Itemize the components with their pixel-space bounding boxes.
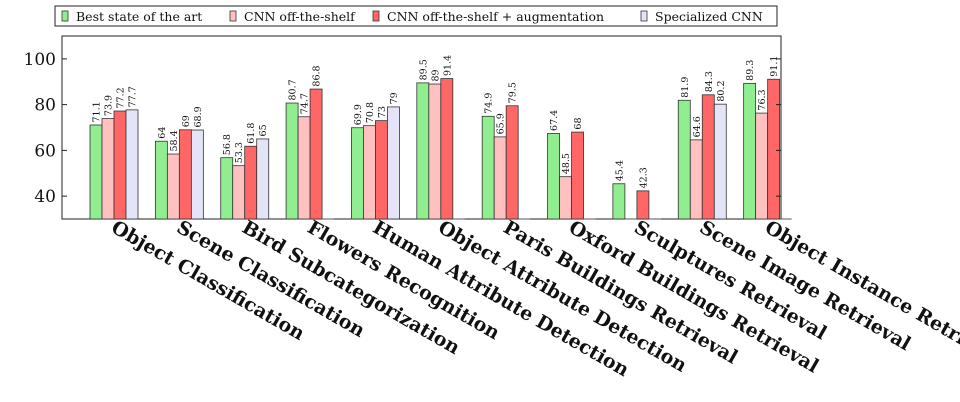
bar [689, 139, 703, 220]
bar [416, 82, 430, 220]
legend-swatch [229, 10, 237, 22]
data-label: 73 [377, 106, 388, 118]
bar [244, 145, 258, 220]
bar [505, 105, 519, 220]
bar [220, 157, 234, 220]
data-label: 80.7 [288, 79, 299, 100]
data-label: 73.9 [104, 95, 115, 116]
data-label: 80.2 [716, 81, 727, 102]
data-label: 56.8 [222, 134, 233, 155]
data-label: 91.4 [442, 55, 453, 76]
data-label: 67.4 [549, 110, 560, 131]
bar [440, 78, 454, 220]
bar [767, 78, 781, 220]
data-label: 79 [389, 92, 400, 104]
bar [166, 153, 180, 220]
legend-label: CNN off-the-shelf + augmentation [387, 9, 604, 24]
bar [559, 176, 572, 220]
data-label: 71.1 [92, 101, 103, 122]
legend-label: Best state of the art [76, 9, 202, 24]
bar [701, 94, 715, 220]
data-label: 61.8 [246, 123, 257, 144]
bar [612, 183, 626, 220]
data-label: 89.3 [745, 60, 756, 81]
data-label: 79.5 [508, 82, 519, 103]
bar [547, 133, 560, 220]
data-label: 86.8 [312, 65, 323, 86]
data-label: 69 [181, 115, 192, 127]
data-label: 42.3 [638, 167, 649, 188]
data-label: 64.6 [692, 116, 703, 137]
data-label: 77.2 [116, 87, 127, 108]
data-label: 91.1 [769, 56, 780, 77]
legend-swatch [372, 10, 380, 22]
legend: Best state of the art CNN off-the-shelf CN… [54, 5, 778, 27]
bar [755, 112, 769, 220]
data-label: 53.3 [234, 142, 245, 163]
legend-swatch [640, 10, 648, 22]
bar [256, 138, 270, 220]
data-label: 77.7 [128, 86, 139, 107]
data-label: 65 [258, 124, 269, 136]
data-label: 81.9 [680, 77, 691, 98]
bar [743, 82, 757, 220]
data-label: 48.5 [561, 153, 572, 174]
data-label: 58.4 [169, 130, 180, 151]
bar [713, 103, 727, 220]
bar [387, 106, 400, 220]
bar [481, 115, 495, 220]
bar [89, 124, 103, 220]
y-tick-label: 40 [34, 187, 56, 207]
y-ticks: 40 60 80 100 [24, 50, 781, 207]
data-label: 74.7 [300, 93, 311, 114]
bar [309, 88, 323, 220]
data-label: 68 [573, 117, 584, 129]
bar [677, 99, 691, 220]
data-label: 69.9 [353, 104, 364, 125]
bar [636, 190, 650, 220]
bars [89, 78, 792, 220]
data-label: 84.3 [704, 71, 715, 92]
data-labels: 71.1 64 56.8 80.7 69.9 89.5 74.9 67.4 45.4 81.9 89… [92, 55, 781, 188]
legend-label: Specialized CNN [655, 9, 763, 24]
data-label: 89 [430, 69, 441, 81]
data-label: 74.9 [484, 93, 495, 114]
bar [113, 110, 127, 220]
bar [493, 136, 507, 220]
bar [375, 120, 388, 220]
bar [351, 127, 364, 220]
data-label: 76.3 [757, 89, 768, 110]
legend-swatch [61, 10, 69, 22]
data-label: 64 [157, 127, 168, 139]
bar [363, 125, 376, 220]
legend-label: CNN off-the-shelf [244, 9, 356, 24]
bar [571, 131, 584, 220]
y-tick-label: 60 [34, 141, 56, 161]
bar [190, 129, 204, 220]
y-tick-label: 80 [34, 96, 56, 116]
bar [285, 102, 299, 220]
bar [232, 165, 246, 220]
bar [154, 140, 168, 220]
bar [178, 129, 192, 220]
data-label: 68.9 [193, 106, 204, 127]
data-label: 70.8 [365, 102, 376, 123]
bar [428, 83, 442, 220]
y-tick-label: 100 [24, 50, 56, 70]
data-label: 45.4 [614, 160, 625, 181]
bar [101, 118, 115, 220]
data-label: 65.9 [496, 113, 507, 134]
bar [297, 116, 311, 220]
data-label: 89.5 [418, 59, 429, 80]
bar [125, 109, 139, 220]
